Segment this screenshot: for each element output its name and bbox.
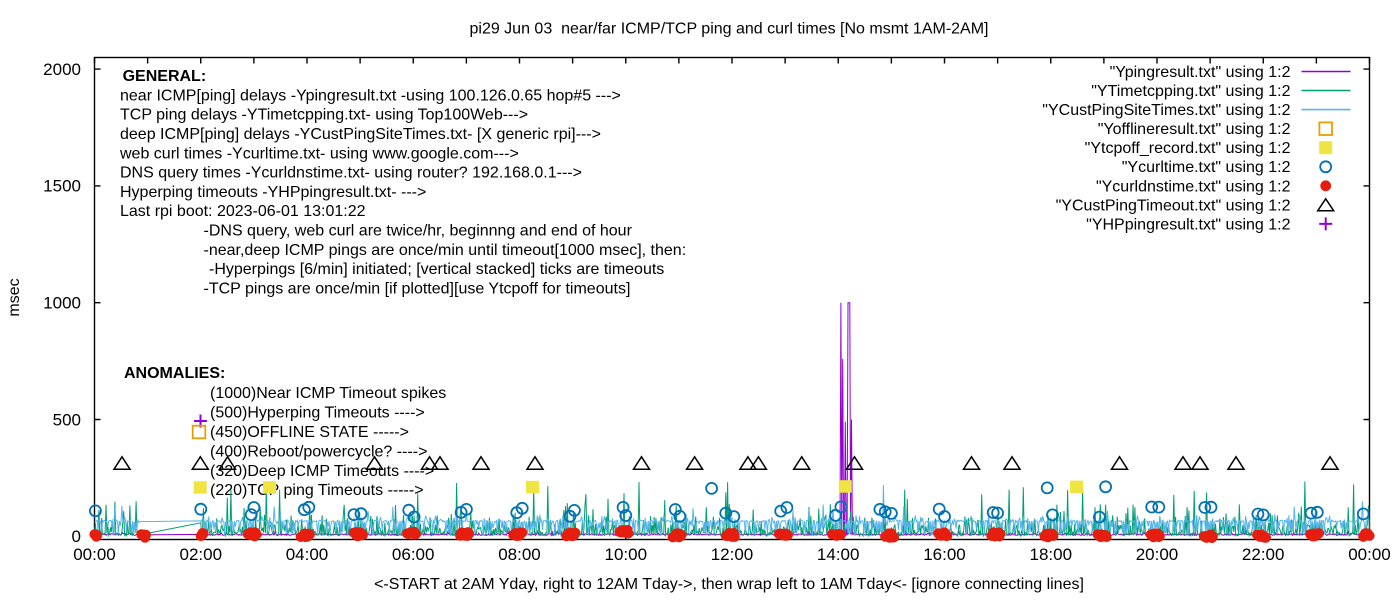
svg-text:(450)OFFLINE STATE ----->: (450)OFFLINE STATE -----> xyxy=(210,424,409,441)
svg-text:04:00: 04:00 xyxy=(286,545,329,564)
svg-text:TCP ping delays -YTimetcpping.: TCP ping delays -YTimetcpping.txt- using… xyxy=(120,107,528,124)
svg-text:10:00: 10:00 xyxy=(605,545,648,564)
svg-text:<-START at 2AM Yday, right to: <-START at 2AM Yday, right to 12AM Tday-… xyxy=(374,576,1084,593)
svg-text:00:00: 00:00 xyxy=(73,545,116,564)
svg-text:pi29 Jun 03 near/far ICMP/TCP: pi29 Jun 03 near/far ICMP/TCP ping and c… xyxy=(469,21,988,38)
svg-text:(320)Deep ICMP Timeouts ---->: (320)Deep ICMP Timeouts ----> xyxy=(210,463,434,480)
svg-text:"Ycurldnstime.txt" using 1:2: "Ycurldnstime.txt" using 1:2 xyxy=(1096,178,1291,195)
svg-text:deep ICMP[ping] delays -YCustP: deep ICMP[ping] delays -YCustPingSiteTim… xyxy=(120,126,601,143)
svg-text:(500)Hyperping Timeouts ---->: (500)Hyperping Timeouts ----> xyxy=(210,405,425,422)
svg-text:msec: msec xyxy=(6,278,23,316)
svg-text:web curl times -Ycurltime.txt-: web curl times -Ycurltime.txt- using www… xyxy=(119,145,519,162)
svg-text:Hyperping timeouts -YHPpingres: Hyperping timeouts -YHPpingresult.txt- -… xyxy=(120,184,426,201)
svg-text:DNS query times -Ycurldnstime.: DNS query times -Ycurldnstime.txt- using… xyxy=(120,165,582,182)
svg-text:00:00: 00:00 xyxy=(1348,545,1391,564)
svg-text:22:00: 22:00 xyxy=(1242,545,1285,564)
svg-text:near ICMP[ping] delays -Ypingr: near ICMP[ping] delays -Ypingresult.txt … xyxy=(120,87,621,104)
svg-text:0: 0 xyxy=(72,527,81,546)
svg-text:2000: 2000 xyxy=(43,60,81,79)
svg-text:08:00: 08:00 xyxy=(498,545,541,564)
svg-text:"Ypingresult.txt" using 1:2: "Ypingresult.txt" using 1:2 xyxy=(1110,64,1291,81)
svg-text:"Yofflineresult.txt" using 1:2: "Yofflineresult.txt" using 1:2 xyxy=(1098,121,1291,138)
svg-text:-DNS query, web curl are twice: -DNS query, web curl are twice/hr, begin… xyxy=(204,223,633,240)
svg-text:16:00: 16:00 xyxy=(923,545,966,564)
svg-text:-near,deep ICMP pings are once: -near,deep ICMP pings are once/min until… xyxy=(204,242,687,259)
svg-text:(220)TCP ping Timeouts ----->: (220)TCP ping Timeouts -----> xyxy=(210,482,424,499)
svg-text:"YCustPingSiteTimes.txt" using: "YCustPingSiteTimes.txt" using 1:2 xyxy=(1042,102,1290,119)
svg-text:1500: 1500 xyxy=(43,177,81,196)
svg-text:20:00: 20:00 xyxy=(1136,545,1179,564)
svg-text:14:00: 14:00 xyxy=(817,545,860,564)
svg-text:500: 500 xyxy=(53,410,81,429)
svg-text:ANOMALIES:: ANOMALIES: xyxy=(124,365,225,382)
svg-text:-TCP pings are once/min [if pl: -TCP pings are once/min [if plotted][use… xyxy=(204,280,631,297)
svg-text:"YTimetcpping.txt" using 1:2: "YTimetcpping.txt" using 1:2 xyxy=(1091,83,1290,100)
svg-text:(1000)Near ICMP Timeout spikes: (1000)Near ICMP Timeout spikes xyxy=(210,385,446,402)
svg-text:02:00: 02:00 xyxy=(180,545,223,564)
svg-text:06:00: 06:00 xyxy=(392,545,435,564)
svg-text:12:00: 12:00 xyxy=(711,545,754,564)
svg-text:"Ytcpoff_record.txt" using 1:2: "Ytcpoff_record.txt" using 1:2 xyxy=(1085,140,1291,157)
svg-text:1000: 1000 xyxy=(43,294,81,313)
svg-text:GENERAL:: GENERAL: xyxy=(123,68,207,85)
svg-text:(400)Reboot/powercycle? ---->: (400)Reboot/powercycle? ----> xyxy=(210,443,427,460)
svg-text:18:00: 18:00 xyxy=(1030,545,1073,564)
svg-text:Last rpi boot: 2023-06-01 13:0: Last rpi boot: 2023-06-01 13:01:22 xyxy=(120,203,366,220)
svg-text:-Hyperpings [6/min] initiated;: -Hyperpings [6/min] initiated; [vertical… xyxy=(209,261,664,278)
svg-text:"Ycurltime.txt" using 1:2: "Ycurltime.txt" using 1:2 xyxy=(1122,159,1291,176)
svg-text:"YCustPingTimeout.txt" using 1: "YCustPingTimeout.txt" using 1:2 xyxy=(1056,197,1291,214)
svg-text:"YHPpingresult.txt" using 1:2: "YHPpingresult.txt" using 1:2 xyxy=(1086,216,1290,233)
